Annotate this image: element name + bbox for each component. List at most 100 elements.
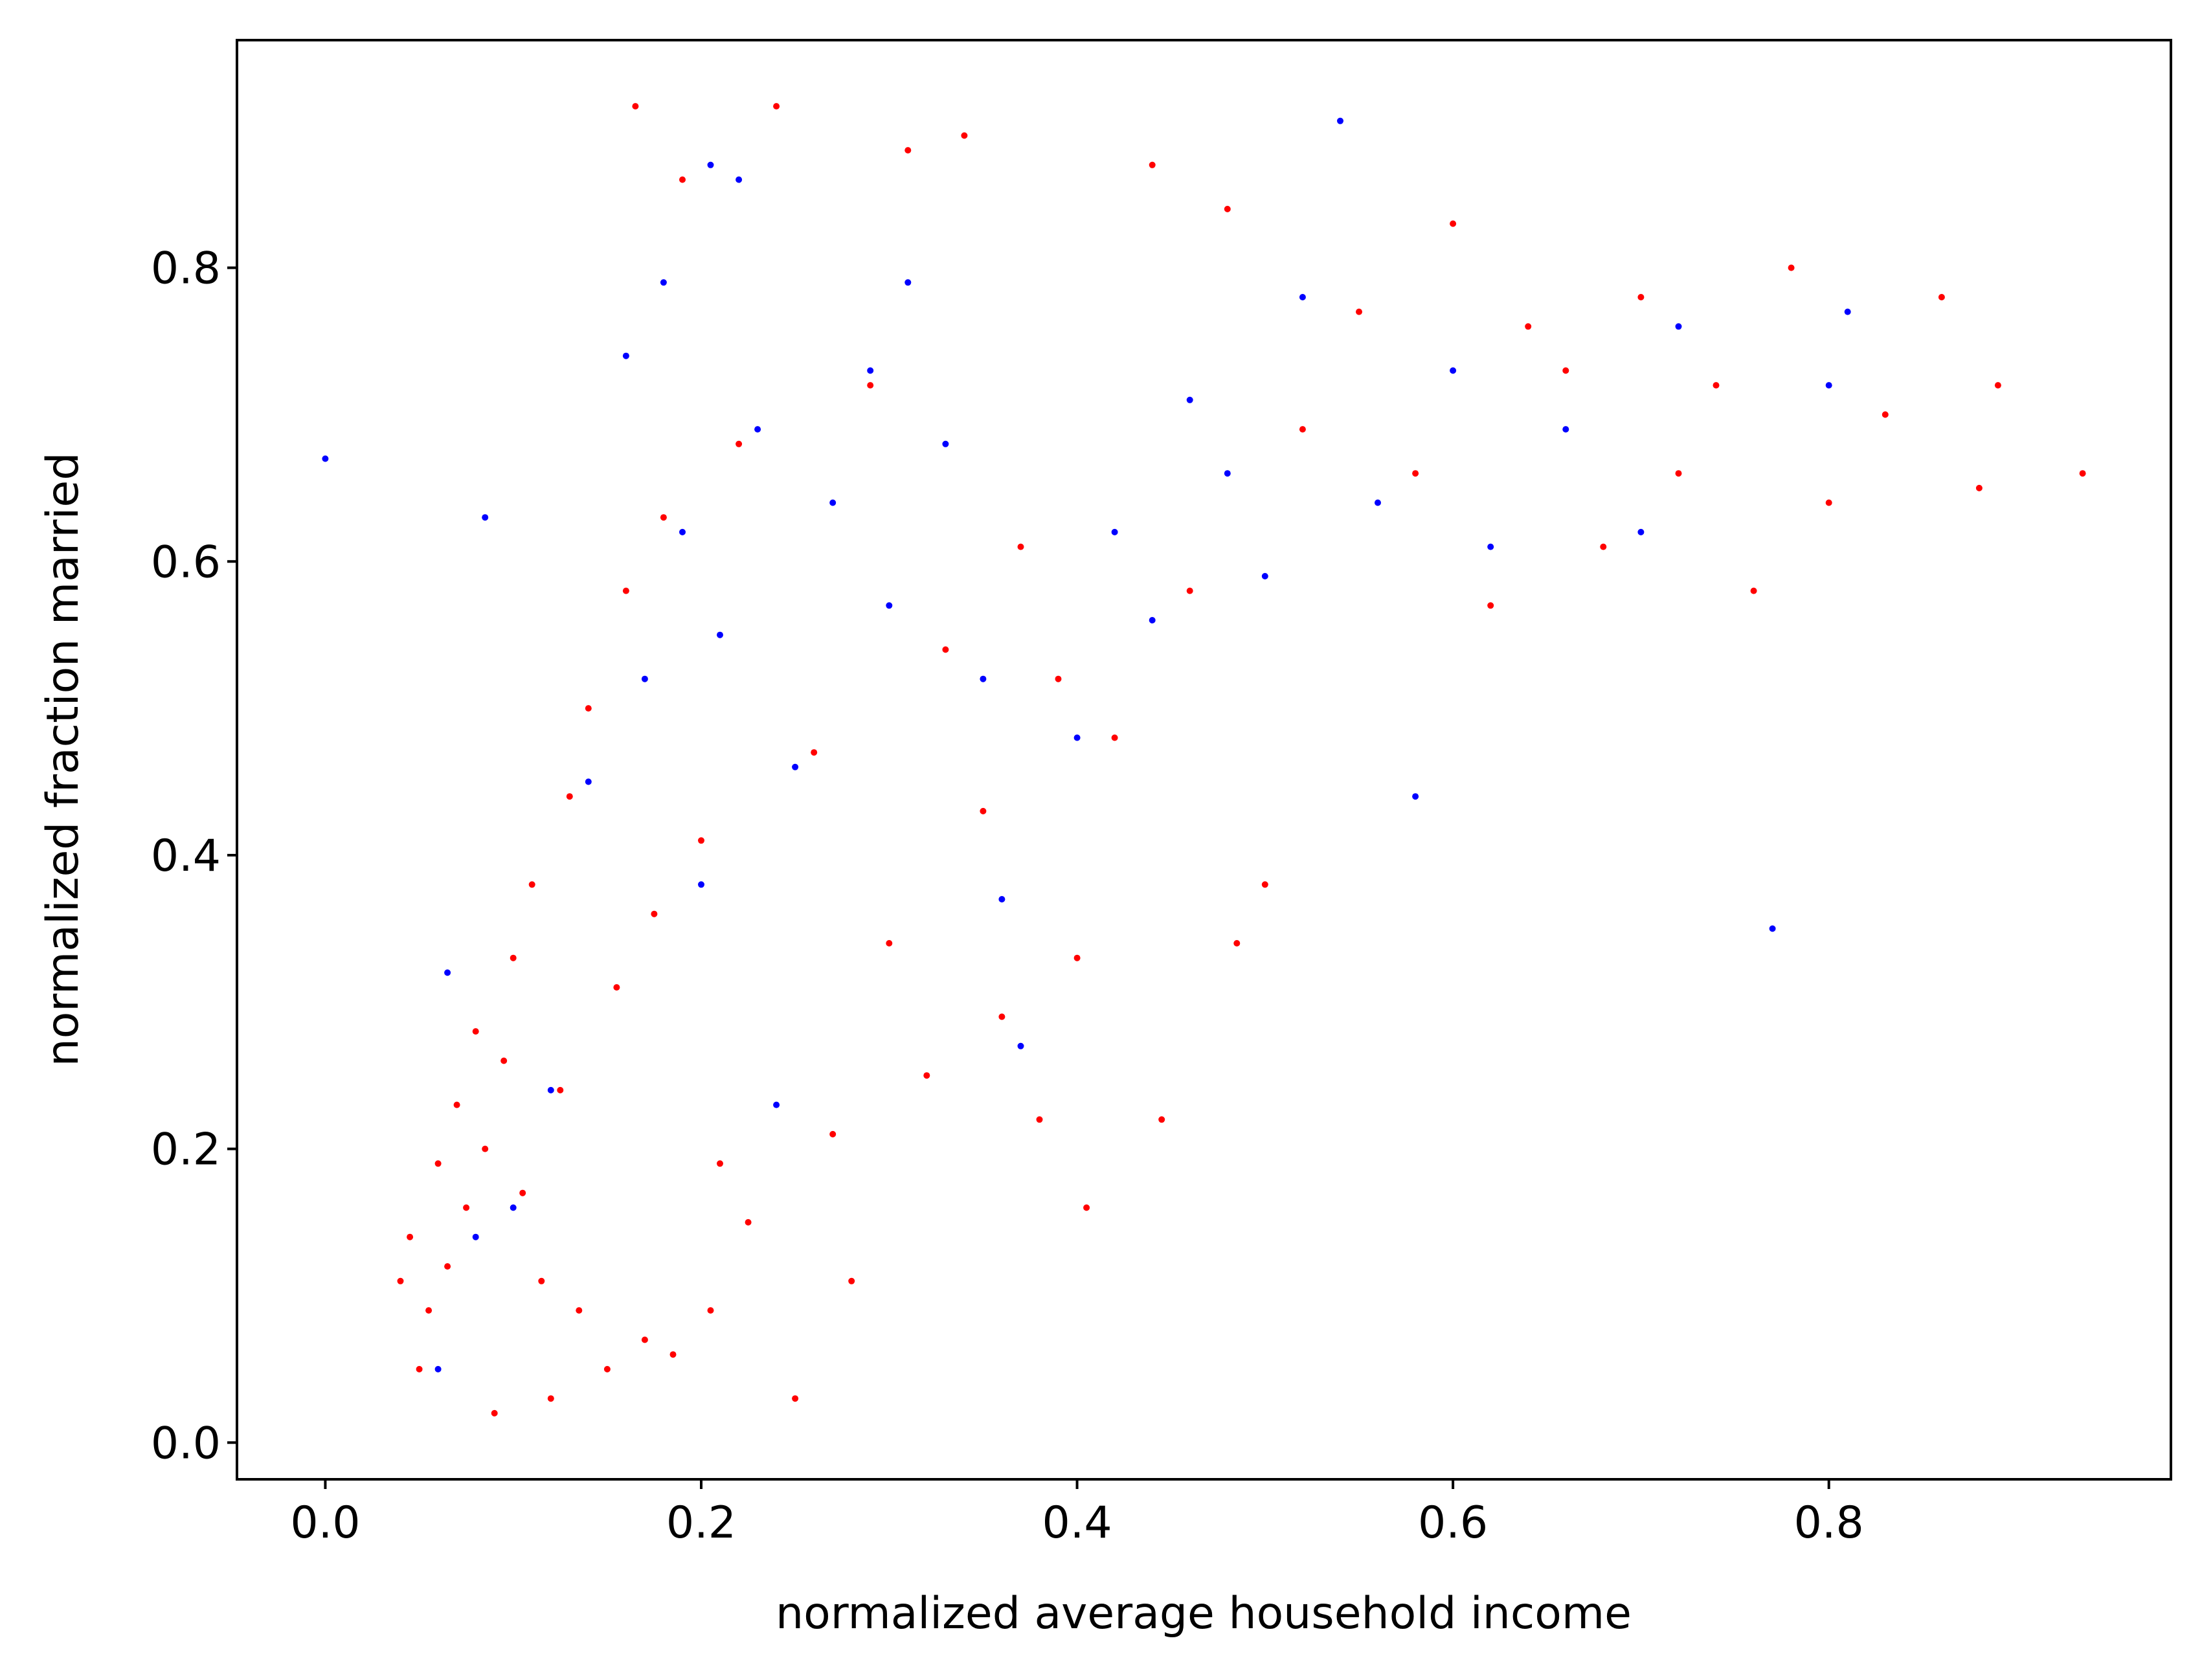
data-point-red-11 <box>500 1057 508 1064</box>
data-point-blue-25 <box>998 896 1006 902</box>
data-point-red-76 <box>1975 484 1983 491</box>
data-point-red-20 <box>585 705 592 712</box>
data-point-blue-39 <box>1562 426 1569 433</box>
data-point-red-41 <box>886 940 893 946</box>
x-tick-label-2: 0.4 <box>1042 1497 1112 1549</box>
data-point-red-8 <box>472 1028 479 1035</box>
data-point-red-67 <box>1600 543 1607 550</box>
data-point-red-65 <box>1525 323 1532 330</box>
data-point-blue-7 <box>585 778 592 785</box>
data-point-red-78 <box>2079 470 2086 477</box>
data-point-blue-0 <box>322 455 329 462</box>
x-tick-label-0: 0.0 <box>290 1497 360 1549</box>
data-point-blue-35 <box>1375 499 1381 506</box>
data-point-blue-42 <box>1769 925 1776 932</box>
data-point-red-10 <box>491 1409 498 1417</box>
data-point-blue-29 <box>1149 617 1156 623</box>
data-point-red-56 <box>1186 587 1193 594</box>
data-point-red-57 <box>1224 205 1231 212</box>
data-point-blue-19 <box>829 499 837 506</box>
data-point-red-22 <box>613 984 620 991</box>
data-point-red-66 <box>1562 367 1569 374</box>
data-point-red-62 <box>1412 470 1419 477</box>
data-point-red-73 <box>1825 499 1832 506</box>
data-point-red-38 <box>829 1130 837 1137</box>
data-point-blue-31 <box>1224 470 1231 477</box>
data-point-blue-43 <box>1825 382 1832 389</box>
data-point-red-77 <box>1994 382 2001 389</box>
x-tick-label-4: 0.8 <box>1794 1497 1864 1549</box>
data-point-red-29 <box>679 176 686 183</box>
data-point-red-15 <box>538 1277 545 1284</box>
data-point-blue-41 <box>1675 323 1682 330</box>
points-layer <box>322 103 2086 1417</box>
data-point-red-53 <box>1111 734 1118 741</box>
data-point-red-59 <box>1261 881 1268 888</box>
data-point-blue-32 <box>1261 573 1268 579</box>
y-axis-label: normalized fraction married <box>38 453 89 1067</box>
data-point-red-32 <box>717 1160 723 1167</box>
data-point-red-12 <box>510 954 517 961</box>
data-point-red-3 <box>425 1307 433 1314</box>
data-point-red-60 <box>1299 426 1306 433</box>
data-point-red-27 <box>660 514 667 521</box>
data-point-red-18 <box>566 793 573 800</box>
data-point-red-43 <box>923 1072 930 1079</box>
plot-frame <box>236 39 2172 1481</box>
x-tick-label-3: 0.6 <box>1418 1497 1488 1549</box>
data-point-red-52 <box>1083 1204 1090 1211</box>
x-axis-ticks: 0.0 0.2 0.4 0.6 0.8 <box>290 1479 1864 1549</box>
data-point-red-23 <box>622 587 629 594</box>
data-point-blue-13 <box>707 161 714 168</box>
data-point-red-4 <box>434 1160 442 1167</box>
x-axis-label: normalized average household income <box>776 1588 1632 1639</box>
y-tick-label-1: 0.2 <box>151 1125 221 1176</box>
data-point-red-37 <box>811 749 818 756</box>
data-point-blue-38 <box>1487 543 1494 550</box>
data-point-blue-26 <box>1017 1042 1024 1049</box>
data-point-blue-8 <box>622 352 629 359</box>
data-point-red-13 <box>519 1189 526 1196</box>
data-point-red-61 <box>1356 308 1362 315</box>
data-point-red-21 <box>603 1365 611 1372</box>
data-point-red-35 <box>773 103 780 110</box>
data-point-red-70 <box>1713 382 1720 389</box>
data-point-blue-44 <box>1844 308 1851 315</box>
data-point-red-55 <box>1158 1116 1165 1123</box>
data-point-red-17 <box>557 1086 564 1093</box>
data-point-blue-15 <box>736 176 743 183</box>
data-point-red-69 <box>1675 470 1682 477</box>
data-point-blue-17 <box>773 1101 780 1108</box>
data-point-red-49 <box>1036 1116 1043 1123</box>
data-point-red-31 <box>707 1307 714 1314</box>
data-point-red-6 <box>453 1101 460 1108</box>
data-point-blue-21 <box>886 602 893 609</box>
data-point-blue-4 <box>482 514 489 521</box>
data-point-blue-3 <box>472 1233 479 1240</box>
data-point-red-7 <box>463 1204 470 1211</box>
data-point-blue-22 <box>904 279 912 286</box>
data-point-red-2 <box>416 1365 423 1372</box>
data-point-blue-9 <box>641 675 648 682</box>
data-point-red-5 <box>444 1263 451 1270</box>
data-point-blue-10 <box>660 279 667 286</box>
data-point-red-30 <box>698 837 704 844</box>
data-point-red-28 <box>669 1351 677 1358</box>
data-point-blue-36 <box>1412 793 1419 800</box>
data-point-blue-14 <box>717 631 723 638</box>
data-point-blue-2 <box>444 969 451 976</box>
data-point-red-40 <box>867 382 874 389</box>
x-tick-label-1: 0.2 <box>666 1497 736 1549</box>
data-point-red-16 <box>547 1395 554 1402</box>
data-point-blue-16 <box>754 426 761 433</box>
data-point-red-19 <box>576 1307 583 1314</box>
data-point-blue-5 <box>510 1204 517 1211</box>
data-point-blue-24 <box>980 675 987 682</box>
data-point-red-71 <box>1750 587 1757 594</box>
y-axis-ticks: 0.0 0.2 0.4 0.6 0.8 <box>151 243 237 1469</box>
data-point-red-72 <box>1788 264 1795 271</box>
data-point-red-51 <box>1073 954 1081 961</box>
